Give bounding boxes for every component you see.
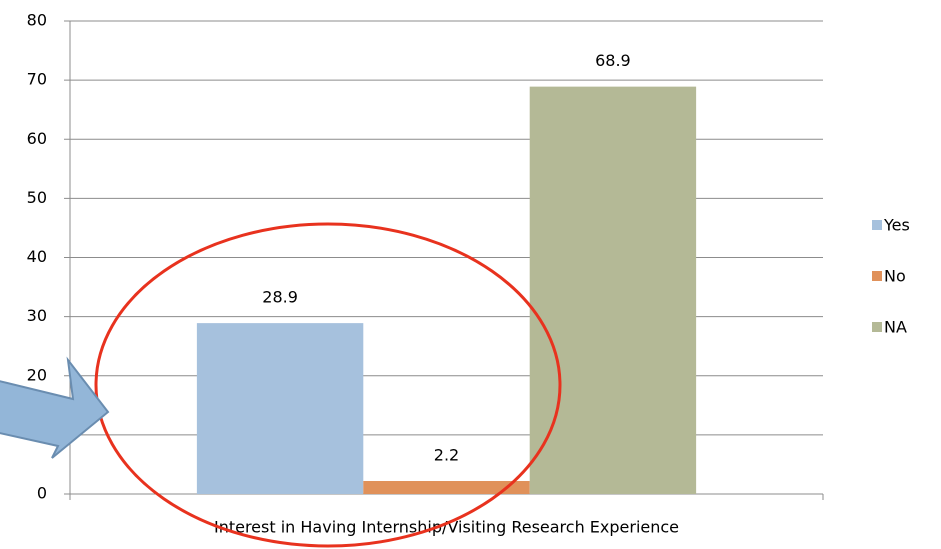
legend-label: No [884, 267, 906, 286]
highlight-ellipse [94, 222, 562, 548]
pointer-arrow [0, 356, 110, 459]
y-tick-label: 70 [27, 70, 47, 89]
data-label: 68.9 [595, 51, 631, 70]
data-label: 28.9 [262, 288, 298, 307]
y-tick-label: 40 [27, 247, 47, 266]
x-tick-label: Interest in Having Internship/Visiting R… [214, 518, 679, 537]
legend-swatch [872, 322, 882, 332]
data-label: 2.2 [434, 445, 459, 464]
legend-swatch [872, 271, 882, 281]
legend-label: NA [884, 318, 907, 337]
y-tick-label: 60 [27, 129, 47, 148]
legend-swatch [872, 220, 882, 230]
legend-label: Yes [883, 216, 910, 235]
y-tick-label: 0 [37, 484, 47, 503]
bar [363, 480, 530, 494]
y-tick-label: 30 [27, 306, 47, 325]
y-tick-label: 50 [27, 188, 47, 207]
bar [529, 86, 697, 494]
bar [196, 323, 364, 494]
y-tick-label: 80 [27, 11, 47, 30]
y-tick-label: 20 [27, 365, 47, 384]
